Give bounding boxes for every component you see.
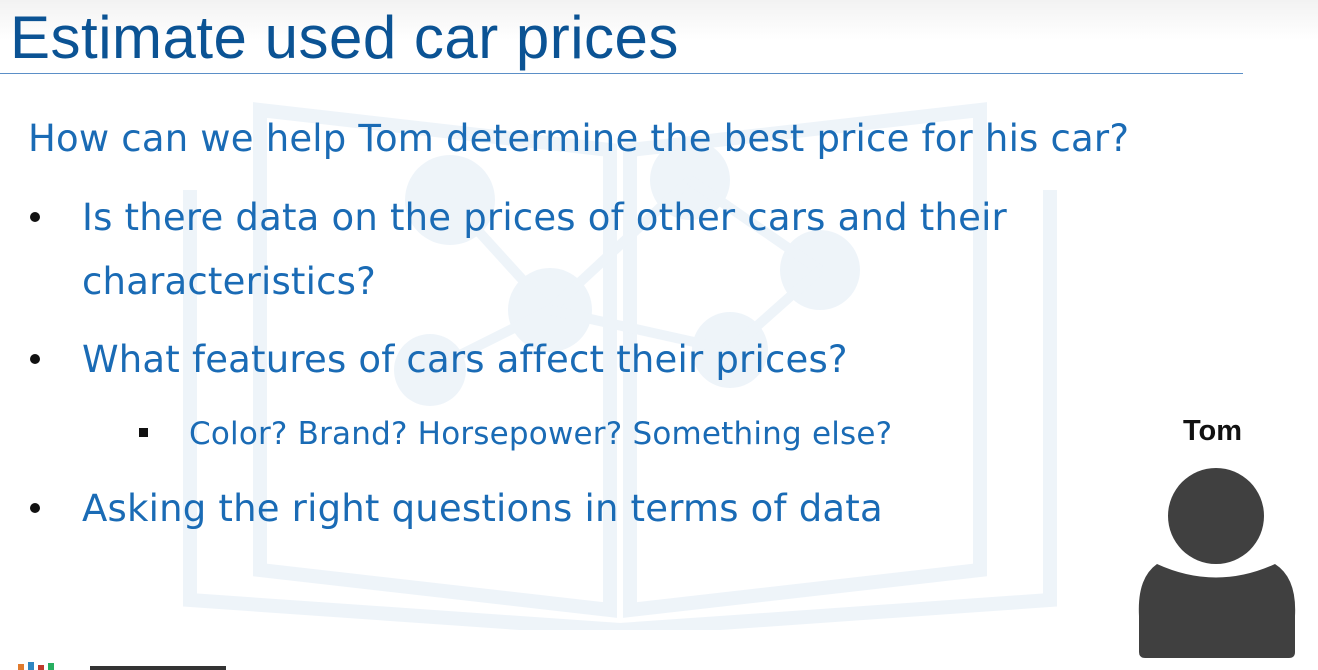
sub-bullet-text: Color? Brand? Horsepower? Something else… bbox=[189, 416, 893, 452]
sub-bullet-marker bbox=[139, 428, 148, 437]
bullet-1-marker bbox=[30, 212, 40, 222]
bullet-1-line-2: characteristics? bbox=[82, 260, 376, 303]
bullet-3-marker bbox=[30, 503, 40, 513]
bullet-3-text: Asking the right questions in terms of d… bbox=[82, 487, 883, 530]
lead-question: How can we help Tom determine the best p… bbox=[28, 117, 1130, 160]
book-network-watermark bbox=[183, 102, 1057, 630]
person-name-label: Tom bbox=[1183, 415, 1243, 447]
footer-logo-fragment bbox=[18, 662, 226, 670]
bullet-2-text: What features of cars affect their price… bbox=[82, 338, 848, 381]
title-underline bbox=[0, 73, 1243, 74]
bullet-2-marker bbox=[30, 354, 40, 364]
bullet-1-line-1: Is there data on the prices of other car… bbox=[82, 196, 1007, 239]
slide-title: Estimate used car prices bbox=[10, 4, 679, 71]
person-silhouette-icon bbox=[1138, 468, 1296, 658]
